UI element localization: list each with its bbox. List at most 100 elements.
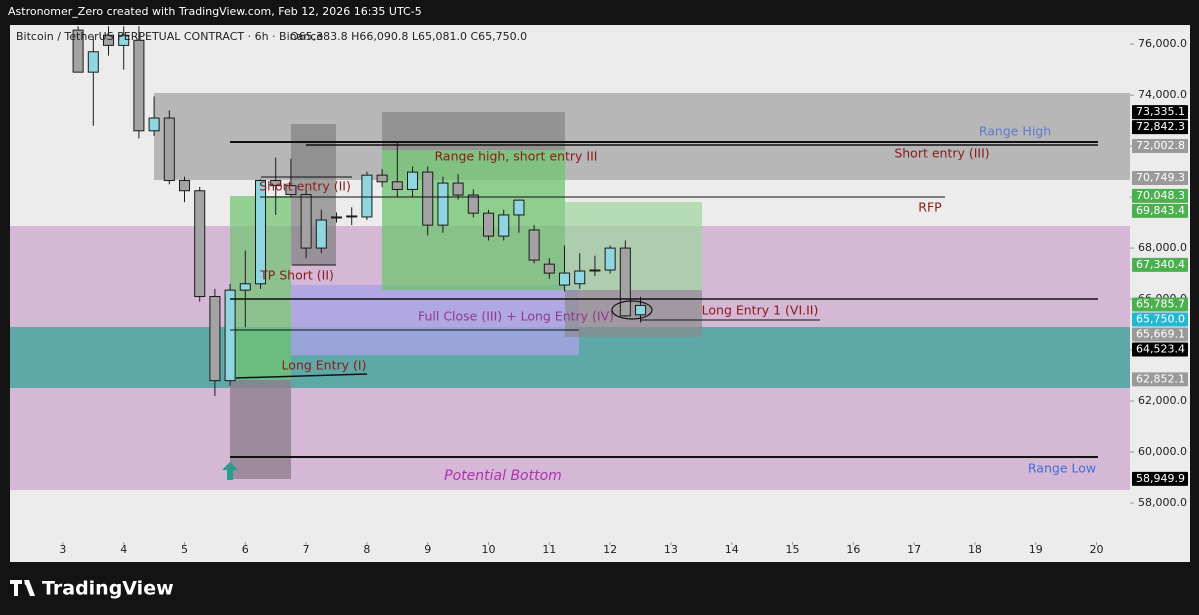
- price-label-box: [1132, 105, 1188, 120]
- price-label-box: [1132, 188, 1188, 203]
- trend-lines: [222, 141, 1098, 480]
- candle-body: [574, 270, 586, 285]
- candle-body: [194, 190, 206, 298]
- candle-body: [376, 174, 388, 183]
- zone: [10, 388, 1130, 490]
- price-label: 64,523.4: [1136, 343, 1185, 356]
- price-label-box: [1132, 139, 1188, 154]
- zone: [565, 202, 702, 290]
- annotation: Full Close (III) + Long Entry (IV): [418, 309, 614, 324]
- candle-body: [178, 180, 191, 192]
- price-label: 67,340.4: [1136, 258, 1185, 271]
- candle-body: [224, 289, 236, 382]
- annotation: Range High: [979, 124, 1051, 139]
- circle-mark: [611, 300, 653, 320]
- candle-body: [209, 296, 221, 382]
- x-tick-label: 7: [303, 543, 310, 556]
- price-label-box: [1132, 342, 1188, 357]
- zone: [230, 380, 291, 479]
- price-label-box: [1132, 471, 1188, 486]
- candle-body: [300, 194, 312, 249]
- x-tick-label: 11: [542, 543, 556, 556]
- x-tick-label: 17: [907, 543, 921, 556]
- annotation: Range Low: [1028, 461, 1096, 476]
- price-label: 62,852.1: [1136, 372, 1185, 385]
- x-tick-label: 14: [725, 543, 739, 556]
- candle-body: [118, 34, 130, 46]
- x-tick-label: 5: [181, 543, 188, 556]
- annotations: Range High Short entry (III) RFP Range h…: [259, 124, 1096, 485]
- candle-body: [513, 199, 525, 216]
- price-label: 70,048.3: [1136, 189, 1185, 202]
- price-label-box: [1132, 312, 1188, 327]
- zone: [382, 112, 565, 150]
- candle-body: [102, 34, 115, 46]
- candle-body: [270, 180, 282, 187]
- zone: [291, 285, 579, 355]
- candle-body: [87, 51, 99, 73]
- zone: [382, 150, 565, 290]
- x-tick-label: 6: [242, 543, 249, 556]
- x-tick-label: 9: [424, 543, 431, 556]
- logo-dot: [24, 580, 30, 586]
- price-label: 72,842.3: [1136, 120, 1185, 133]
- zone: [565, 290, 702, 337]
- price-label-box: [1132, 170, 1188, 185]
- price-label-box: [1132, 120, 1188, 135]
- x-tick-label: 18: [968, 543, 982, 556]
- candle-body: [361, 174, 373, 218]
- annotation: Potential Bottom: [444, 468, 562, 484]
- x-tick-label: 19: [1029, 543, 1043, 556]
- candle-body: [72, 29, 84, 73]
- brand-name: TradingView: [42, 578, 174, 600]
- candle-body: [346, 215, 358, 218]
- price-label-box: [1132, 257, 1188, 272]
- x-tick-label: 20: [1090, 543, 1104, 556]
- candle-body: [635, 304, 647, 316]
- annotation: TP Short (II): [259, 268, 334, 283]
- y-tick-label: 60,000.0: [1138, 445, 1187, 458]
- line: [235, 373, 368, 379]
- candle-body: [483, 212, 495, 237]
- annotation: Range high, short entry III: [435, 149, 598, 164]
- x-tick-label: 16: [846, 543, 860, 556]
- price-label: 65,669.1: [1136, 328, 1185, 341]
- candle-body: [422, 171, 434, 226]
- y-tick-label: 74,000.0: [1138, 88, 1187, 101]
- y-tick-label: 68,000.0: [1138, 241, 1187, 254]
- candle-body: [239, 283, 251, 291]
- candle-body: [604, 247, 616, 271]
- zone: [291, 124, 336, 265]
- candle-body: [407, 171, 419, 190]
- brand-logo: TradingView: [10, 578, 174, 600]
- price-label-box: [1132, 372, 1188, 387]
- candle-body: [467, 194, 479, 214]
- annotation: RFP: [918, 200, 942, 215]
- drawings: [10, 93, 1130, 490]
- candle-body: [254, 180, 267, 285]
- price-label: 72,002.8: [1136, 139, 1185, 152]
- x-tick-label: 15: [786, 543, 800, 556]
- candle-body: [163, 117, 175, 182]
- price-label-box: [1132, 327, 1188, 342]
- price-label: 73,335.1: [1136, 105, 1185, 118]
- top-bar: Astronomer_Zero created with TradingView…: [8, 5, 422, 18]
- candle-body: [619, 247, 631, 317]
- x-tick-label: 8: [363, 543, 370, 556]
- x-tick-label: 13: [664, 543, 678, 556]
- candle-body: [315, 219, 327, 249]
- candle-body: [437, 182, 449, 226]
- x-tick-label: 4: [120, 543, 127, 556]
- annotation: Long Entry (I): [282, 358, 367, 373]
- x-tick-label: 12: [603, 543, 617, 556]
- arrow: [222, 462, 238, 480]
- candle-body: [285, 185, 297, 196]
- symbol-title: Bitcoin / TetherUS PERPETUAL CONTRACT · …: [16, 30, 323, 43]
- price-label-box: [1132, 297, 1188, 312]
- candle-body: [452, 182, 464, 196]
- candle-body: [543, 263, 555, 274]
- price-label: 65,750.0: [1136, 313, 1185, 326]
- y-tick-label: 62,000.0: [1138, 394, 1187, 407]
- x-tick-label: 10: [482, 543, 496, 556]
